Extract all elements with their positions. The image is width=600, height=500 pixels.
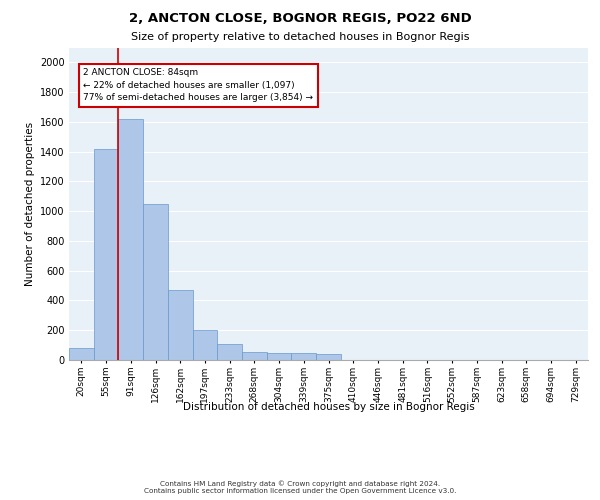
Bar (118, 119, 143, 360)
Bar (267, 354, 292, 360)
Bar (217, 344, 242, 360)
Text: 2, ANCTON CLOSE, BOGNOR REGIS, PO22 6ND: 2, ANCTON CLOSE, BOGNOR REGIS, PO22 6ND (128, 12, 472, 26)
Bar (143, 204, 168, 360)
Bar (168, 290, 193, 360)
Bar (69, 348, 94, 360)
Bar (316, 354, 341, 360)
Bar (242, 352, 267, 360)
Bar (193, 330, 217, 360)
Bar (292, 354, 316, 360)
Text: Distribution of detached houses by size in Bognor Regis: Distribution of detached houses by size … (183, 402, 475, 412)
Text: 2 ANCTON CLOSE: 84sqm
← 22% of detached houses are smaller (1,097)
77% of semi-d: 2 ANCTON CLOSE: 84sqm ← 22% of detached … (83, 68, 313, 102)
Y-axis label: Number of detached properties: Number of detached properties (25, 122, 35, 286)
Bar (94, 148, 118, 360)
Text: Contains HM Land Registry data © Crown copyright and database right 2024.
Contai: Contains HM Land Registry data © Crown c… (144, 480, 456, 494)
Text: Size of property relative to detached houses in Bognor Regis: Size of property relative to detached ho… (131, 32, 469, 42)
